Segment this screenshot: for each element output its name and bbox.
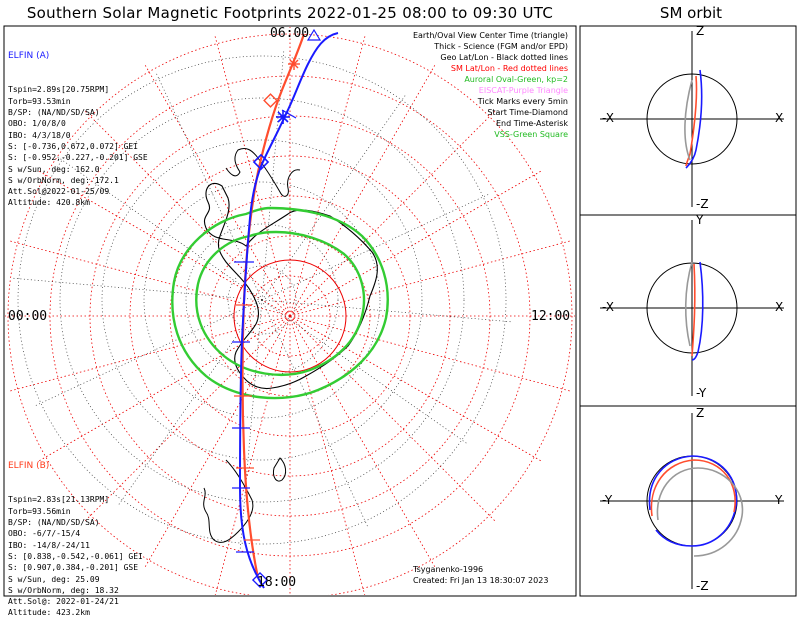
orbit-panel-3 [600,413,784,589]
orbit-title: SM orbit [659,4,723,22]
time-label-left: 00:00 [8,309,48,324]
orbit-track [685,69,703,169]
elfin-b-info-line: Tspin=2.83s[21.13RPM] [8,495,110,505]
elfin-b-info-line: Torb=93.56min [8,506,71,516]
orbit-panels [600,31,784,589]
elfin-a-info-line: S: [-0.736,0.672,0.072] GEI [8,141,139,151]
elfin-a-info-line: Altitude: 420.8km [8,198,90,208]
orbit-panel-1 [600,31,784,207]
antarctica-coastline [204,182,378,390]
orbit-axis-label: X [775,111,784,125]
legend-item: SM Lat/Lon - Red dotted lines [450,64,568,73]
legend-item: Start Time-Diamond [487,108,568,117]
elfin-a-info-line: IBO: 4/3/18/0 [8,130,71,140]
elfin-b-track [241,33,306,579]
orbit-axis-label: Z [696,406,705,420]
orbit-track [684,261,693,347]
legend-item: EISCAT-Purple Triangle [478,86,568,95]
orbit-axis-label: -Y [602,493,613,507]
orbit-axis-label: Z [696,24,705,38]
orbit-track [691,263,696,357]
orbit-axis-label: -Y [696,386,707,400]
elfin-a-ticks [232,109,297,553]
legend-item: Tick Marks every 5min [477,97,568,106]
time-label-right: 12:00 [531,309,571,324]
elfin-b-name: ELFIN (B) [8,460,50,471]
view-center-triangle [306,28,322,41]
elfin-b-info-line: S: [0.907,0.384,-0.201] GSE [8,563,139,573]
sm-spokes [5,27,575,595]
created-date: Created: Fri Jan 13 18:30:07 2023 [413,576,549,585]
auroral-oval-outer [171,206,389,400]
elfin-a-info-line: B/SP: (NA/ND/SD/SA) [8,108,100,118]
footprint-map [3,25,797,597]
elfin-a-name: ELFIN (A) [8,50,50,61]
elfin-a-info: ELFIN (A) Tspin=2.89s[20.75RPM] Torb=93.5… [8,28,148,220]
time-label-bottom: 18:00 [257,575,297,590]
elfin-a-info-line: Tspin=2.89s[20.75RPM] [8,85,110,95]
credits: Tsyganenko-1996 Created: Fri Jan 13 18:3… [413,564,548,586]
orbit-track [684,79,693,161]
legend-item: VSS-Green Square [494,130,568,139]
orbit-track [650,459,736,517]
orbit-axis-label: Y [696,213,704,227]
legend-item: Earth/Oval View Center Time (triangle) [412,31,568,40]
elfin-a-info-line: S: [-0.952,-0.227,-0.201] GSE [8,153,148,163]
elfin-b-info-line: Altitude: 423.2km [8,608,90,618]
legend-item: Auroral Oval-Green, kp=2 [464,75,568,84]
elfin-a-end-diamond [251,571,269,589]
geo-grid [17,55,507,545]
orbit-axis-label: -Z [696,579,709,593]
orbit-axis-label: Y [775,493,783,507]
elfin-b-ticks [234,304,260,541]
orbit-track [648,455,738,547]
elfin-a-info-line: OBO: 1/0/8/0 [8,119,66,129]
elfin-b-info-line: S: [0.838,-0.542,-0.061] GEI [8,551,143,561]
elfin-a-info-line: S w/OrbNorm, deg: 172.1 [8,175,119,185]
plot-title: Southern Solar Magnetic Footprints 2022-… [26,4,554,22]
legend-item: Thick - Science (FGM and/or EPD) [434,42,568,51]
elfin-b-info-line: S w/Sun, deg: 25.09 [8,574,100,584]
model-name: Tsyganenko-1996 [413,565,484,574]
orbit-panel-2 [600,220,784,396]
orbit-frame [579,25,797,597]
elfin-a-end-asterisk [276,110,290,124]
elfin-b-info-line: OBO: -6/7/-15/4 [8,529,81,539]
elfin-b-info-line: S w/OrbNorm, deg: 18.32 [8,585,119,595]
elfin-b-info-line: B/SP: (NA/ND/SD/SA) [8,518,100,528]
madagascar [273,457,287,482]
elfin-a-start-diamond [252,153,270,171]
elfin-b-info-line: IBO: -14/8/-24/11 [8,540,90,550]
elfin-a-info-line: S w/Sun, deg: 162.0 [8,164,100,174]
africa-coastline [203,459,254,543]
orbit-axis-label: -X [602,300,614,314]
map-frame [3,25,577,597]
sm-pole-circle [233,259,347,373]
legend-item: Geo Lat/Lon - Black dotted lines [440,53,568,62]
elfin-a-info-line: Torb=93.53min [8,96,71,106]
orbit-axis-label: -X [602,111,614,125]
elfin-a-info-line: Att.Sol@2022-01-25/09 [8,187,110,197]
elfin-b-info-line: Att.Sol@: 2022-01-24/21 [8,597,119,607]
orbit-track [685,75,698,167]
orbit-axis-label: -Z [696,197,709,211]
elfin-b-end-asterisk [288,58,300,70]
elfin-b-start-diamond [263,93,278,108]
orbit-axis-label: X [775,300,784,314]
legend-item: End Time-Asterisk [495,119,568,128]
auroral-oval-inner [195,230,366,376]
orbit-track [656,467,744,557]
orbit-track [691,261,704,361]
time-label-top: 06:00 [270,26,310,41]
legend: Earth/Oval View Center Time (triangle) Th… [413,30,568,140]
elfin-b-info: ELFIN (B) Tspin=2.83s[21.13RPM] Torb=93.5… [8,438,143,630]
